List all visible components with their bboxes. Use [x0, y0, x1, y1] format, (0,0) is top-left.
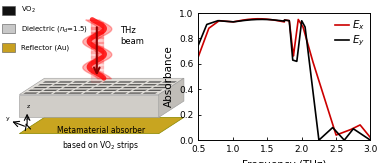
$E_x$	[368, 137, 373, 139]
Polygon shape	[152, 87, 167, 88]
Text: y: y	[6, 116, 9, 121]
Polygon shape	[162, 81, 177, 83]
Polygon shape	[73, 90, 88, 91]
Polygon shape	[118, 90, 133, 91]
Polygon shape	[88, 90, 103, 91]
$E_y$	[363, 136, 368, 138]
$E_y$	[259, 18, 264, 20]
Polygon shape	[83, 92, 98, 94]
Polygon shape	[28, 90, 43, 91]
Polygon shape	[143, 92, 158, 94]
Polygon shape	[132, 90, 147, 91]
Polygon shape	[102, 81, 117, 83]
Text: VO$_2$: VO$_2$	[21, 5, 36, 15]
$E_y$	[205, 23, 209, 25]
Text: x: x	[26, 116, 30, 121]
Polygon shape	[77, 87, 93, 88]
Polygon shape	[112, 84, 127, 85]
$E_x$	[275, 20, 280, 22]
Polygon shape	[87, 81, 102, 83]
Polygon shape	[142, 84, 157, 85]
Polygon shape	[159, 78, 184, 117]
X-axis label: Frequency (THz): Frequency (THz)	[242, 160, 327, 163]
Polygon shape	[43, 81, 58, 83]
Polygon shape	[57, 81, 73, 83]
Polygon shape	[58, 90, 73, 91]
$E_x$	[256, 18, 261, 20]
Text: Dielectric ($n_d$=1.5): Dielectric ($n_d$=1.5)	[21, 23, 88, 34]
Text: Metamaterial absorber
based on VO$_2$ strips: Metamaterial absorber based on VO$_2$ st…	[57, 126, 145, 152]
Polygon shape	[53, 92, 68, 94]
Polygon shape	[38, 92, 53, 94]
Line: $E_x$: $E_x$	[198, 19, 370, 138]
Polygon shape	[137, 87, 152, 88]
$E_x$	[280, 21, 284, 22]
Polygon shape	[68, 92, 83, 94]
$E_x$	[363, 131, 368, 133]
$E_x$	[332, 127, 336, 129]
Text: THz
beam: THz beam	[120, 26, 144, 46]
Text: z: z	[27, 104, 30, 109]
Polygon shape	[82, 84, 98, 85]
Polygon shape	[19, 95, 159, 117]
Polygon shape	[113, 92, 128, 94]
Polygon shape	[147, 81, 162, 83]
Polygon shape	[19, 78, 184, 95]
$E_y$	[332, 128, 336, 130]
Bar	[2, 43, 15, 52]
Bar	[2, 6, 15, 15]
Polygon shape	[147, 90, 163, 91]
Polygon shape	[23, 92, 38, 94]
$E_x$	[363, 131, 368, 133]
Polygon shape	[98, 92, 113, 94]
$E_y$	[275, 19, 280, 21]
Polygon shape	[102, 90, 118, 91]
$E_y$	[363, 136, 368, 138]
Polygon shape	[53, 84, 68, 85]
Polygon shape	[132, 81, 147, 83]
Polygon shape	[98, 84, 113, 85]
Y-axis label: Absorbance: Absorbance	[164, 46, 174, 107]
Polygon shape	[128, 92, 143, 94]
$E_y$	[368, 139, 373, 141]
Polygon shape	[38, 84, 53, 85]
Legend: $E_x$, $E_y$: $E_x$, $E_y$	[333, 16, 367, 50]
Polygon shape	[127, 84, 142, 85]
$E_x$	[205, 31, 209, 33]
Line: $E_y$: $E_y$	[198, 19, 370, 140]
Polygon shape	[63, 87, 78, 88]
Polygon shape	[33, 87, 48, 88]
$E_y$	[280, 20, 284, 22]
Polygon shape	[43, 90, 58, 91]
Polygon shape	[73, 81, 88, 83]
$E_x$	[196, 55, 201, 57]
Polygon shape	[48, 87, 63, 88]
$E_y$	[196, 44, 201, 46]
Text: Reflector (Au): Reflector (Au)	[21, 44, 70, 51]
Polygon shape	[19, 117, 184, 134]
Polygon shape	[93, 87, 108, 88]
Polygon shape	[117, 81, 132, 83]
Bar	[2, 24, 15, 33]
Polygon shape	[157, 84, 172, 85]
Polygon shape	[107, 87, 122, 88]
Polygon shape	[122, 87, 138, 88]
Polygon shape	[68, 84, 83, 85]
